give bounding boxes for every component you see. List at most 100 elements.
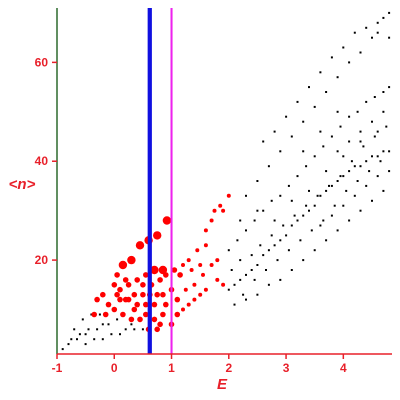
highlighted-point [198,292,203,297]
highlighted-point [118,260,128,270]
regular-point [376,130,379,133]
y-tick-label: 60 [35,55,49,69]
regular-point [371,36,373,39]
regular-point [302,259,305,262]
regular-point [339,125,342,128]
regular-point [141,328,144,331]
regular-point [322,145,325,148]
highlighted-point [157,277,163,283]
regular-point [245,229,247,232]
regular-point [262,254,265,257]
regular-point [319,224,322,227]
regular-point [78,333,81,336]
regular-point [371,120,373,123]
regular-point [110,333,113,336]
regular-point [350,160,353,163]
regular-point [267,283,270,286]
regular-point [348,140,351,143]
highlighted-point [122,277,129,283]
regular-point [273,130,276,133]
regular-point [376,21,379,24]
regular-point [365,160,368,163]
x-axis-label: E [217,376,228,393]
regular-point [376,155,379,158]
highlighted-point [174,296,181,303]
regular-point [236,239,239,242]
regular-point [276,259,279,262]
regular-point [365,26,368,29]
regular-point [302,214,305,217]
regular-point [267,165,270,168]
regular-point [259,244,262,247]
regular-point [96,328,99,331]
regular-point [325,189,328,192]
highlighted-point [218,203,223,208]
highlighted-point [174,311,181,318]
highlighted-point [135,241,145,250]
regular-point [101,338,104,341]
highlighted-point [181,263,185,267]
highlighted-point [171,267,178,273]
regular-point [256,209,259,212]
regular-point [313,155,316,158]
highlighted-point [134,301,140,308]
regular-point [308,189,310,192]
regular-point [382,16,385,19]
regular-point [348,219,351,222]
regular-point [130,323,133,326]
regular-point [70,338,73,341]
highlighted-point [154,291,160,298]
highlighted-point [134,277,140,283]
regular-point [93,338,96,341]
highlighted-point [143,311,149,318]
highlighted-point [209,218,214,223]
highlighted-point [150,265,159,275]
regular-point [388,170,391,173]
regular-point [319,71,322,74]
regular-point [273,244,276,247]
regular-point [359,130,362,133]
regular-point [116,318,119,321]
regular-point [322,219,325,222]
y-axis-label: <n> [9,176,36,193]
regular-point [330,135,333,138]
regular-point [376,31,379,34]
regular-point [313,204,316,207]
regular-point [230,269,233,271]
regular-point [239,259,242,262]
regular-point [359,209,362,212]
highlighted-point [212,208,217,213]
regular-point [279,239,282,242]
regular-point [388,86,391,89]
highlighted-point [125,282,132,288]
highlighted-point [153,231,162,240]
highlighted-point [143,272,149,278]
highlighted-point [154,326,160,333]
regular-point [382,150,385,153]
regular-point [359,51,362,54]
regular-point [325,239,328,242]
highlighted-point [203,243,208,248]
highlighted-point [131,291,138,298]
regular-points-layer [61,11,391,351]
regular-point [362,145,365,148]
tick-labels-layer: -1 0 1 2 3 4 20 40 60 [35,55,347,375]
regular-point [319,194,322,197]
regular-point [356,180,359,182]
highlighted-point [189,268,194,272]
regular-point [227,288,230,291]
regular-point [119,333,121,336]
regular-point [336,229,339,232]
y-tick-label: 20 [35,253,49,267]
regular-point [388,150,391,153]
highlighted-point [203,228,208,233]
regular-point [296,175,299,178]
regular-point [305,165,308,168]
regular-point [353,165,356,168]
regular-point [250,269,253,271]
highlighted-point [195,248,200,253]
regular-point [81,318,84,321]
regular-point [368,170,371,173]
